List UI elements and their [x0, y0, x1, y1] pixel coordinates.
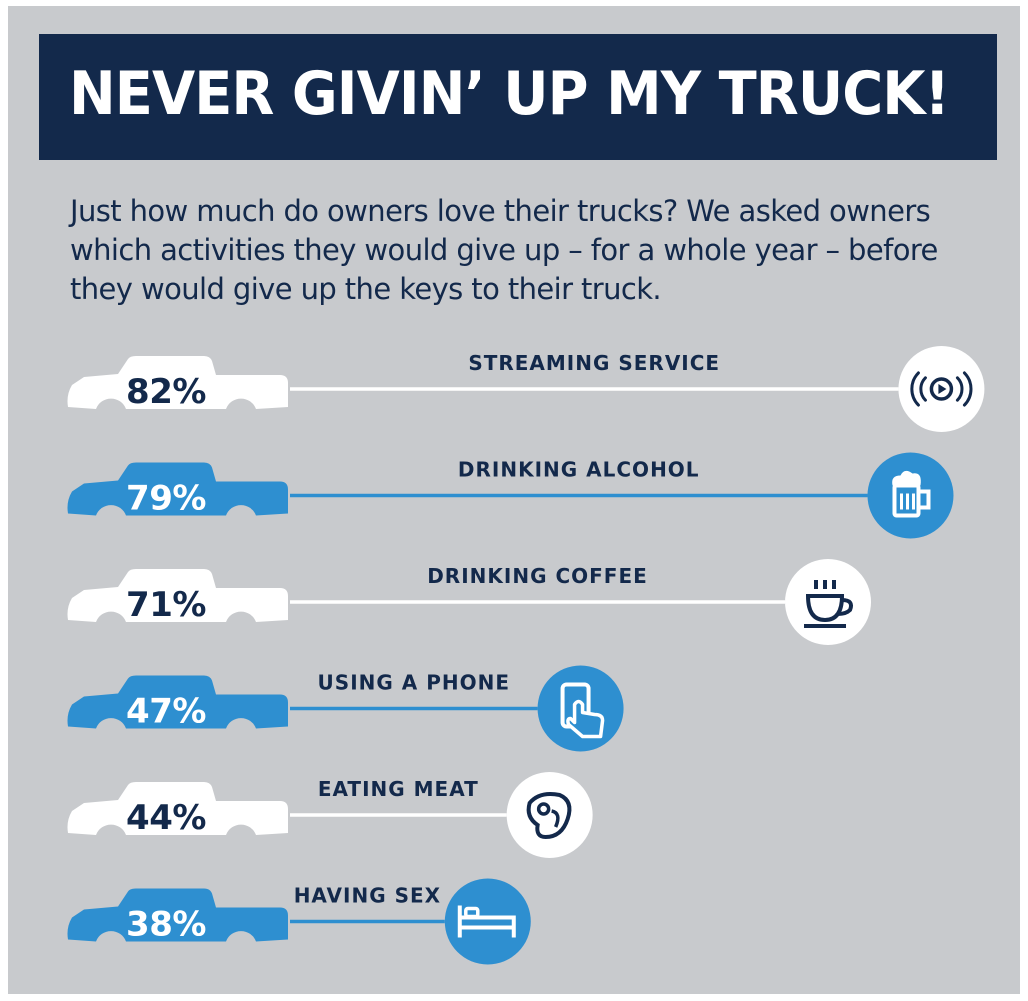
- chart-row: 82% STREAMING SERVICE: [67, 346, 985, 432]
- chart-row: 71% DRINKING COFFEE: [67, 559, 872, 645]
- intro-text: Just how much do owners love their truck…: [70, 194, 938, 306]
- category-label: USING A PHONE: [318, 671, 510, 695]
- value-label: 47%: [126, 692, 206, 732]
- truck-bar: [67, 888, 288, 942]
- category-label: DRINKING ALCOHOL: [458, 458, 700, 482]
- truck-bar: [67, 675, 288, 729]
- chart-row: 47% USING A PHONE: [67, 665, 624, 752]
- beer-mug-icon: [867, 452, 954, 539]
- page-title: NEVER GIVIN’ UP MY TRUCK!: [69, 59, 950, 129]
- category-label: DRINKING COFFEE: [427, 564, 648, 588]
- truck-bar: [67, 569, 288, 622]
- truck-bar: [67, 356, 288, 409]
- coffee-cup-icon: [785, 559, 872, 645]
- category-label: EATING MEAT: [318, 777, 479, 801]
- steak-icon: [506, 772, 593, 858]
- value-label: 79%: [126, 479, 206, 519]
- infographic-panel: NEVER GIVIN’ UP MY TRUCK! Just how much …: [8, 6, 1020, 994]
- category-label: HAVING SEX: [294, 884, 441, 908]
- category-label: STREAMING SERVICE: [468, 351, 720, 375]
- value-label: 44%: [126, 798, 206, 838]
- chart-row: 44% EATING MEAT: [67, 772, 593, 858]
- value-label: 38%: [126, 905, 206, 945]
- chart-row: 79% DRINKING ALCOHOL: [67, 452, 954, 539]
- value-label: 71%: [126, 585, 206, 625]
- truck-bar: [67, 462, 288, 516]
- title-banner: NEVER GIVIN’ UP MY TRUCK!: [39, 34, 997, 160]
- value-label: 82%: [126, 372, 206, 412]
- bed-icon: [444, 878, 531, 965]
- streaming-icon: [898, 346, 985, 432]
- truck-bar: [67, 782, 288, 835]
- phone-touch-icon: [537, 665, 624, 752]
- chart-row: 38% HAVING SEX: [67, 878, 531, 965]
